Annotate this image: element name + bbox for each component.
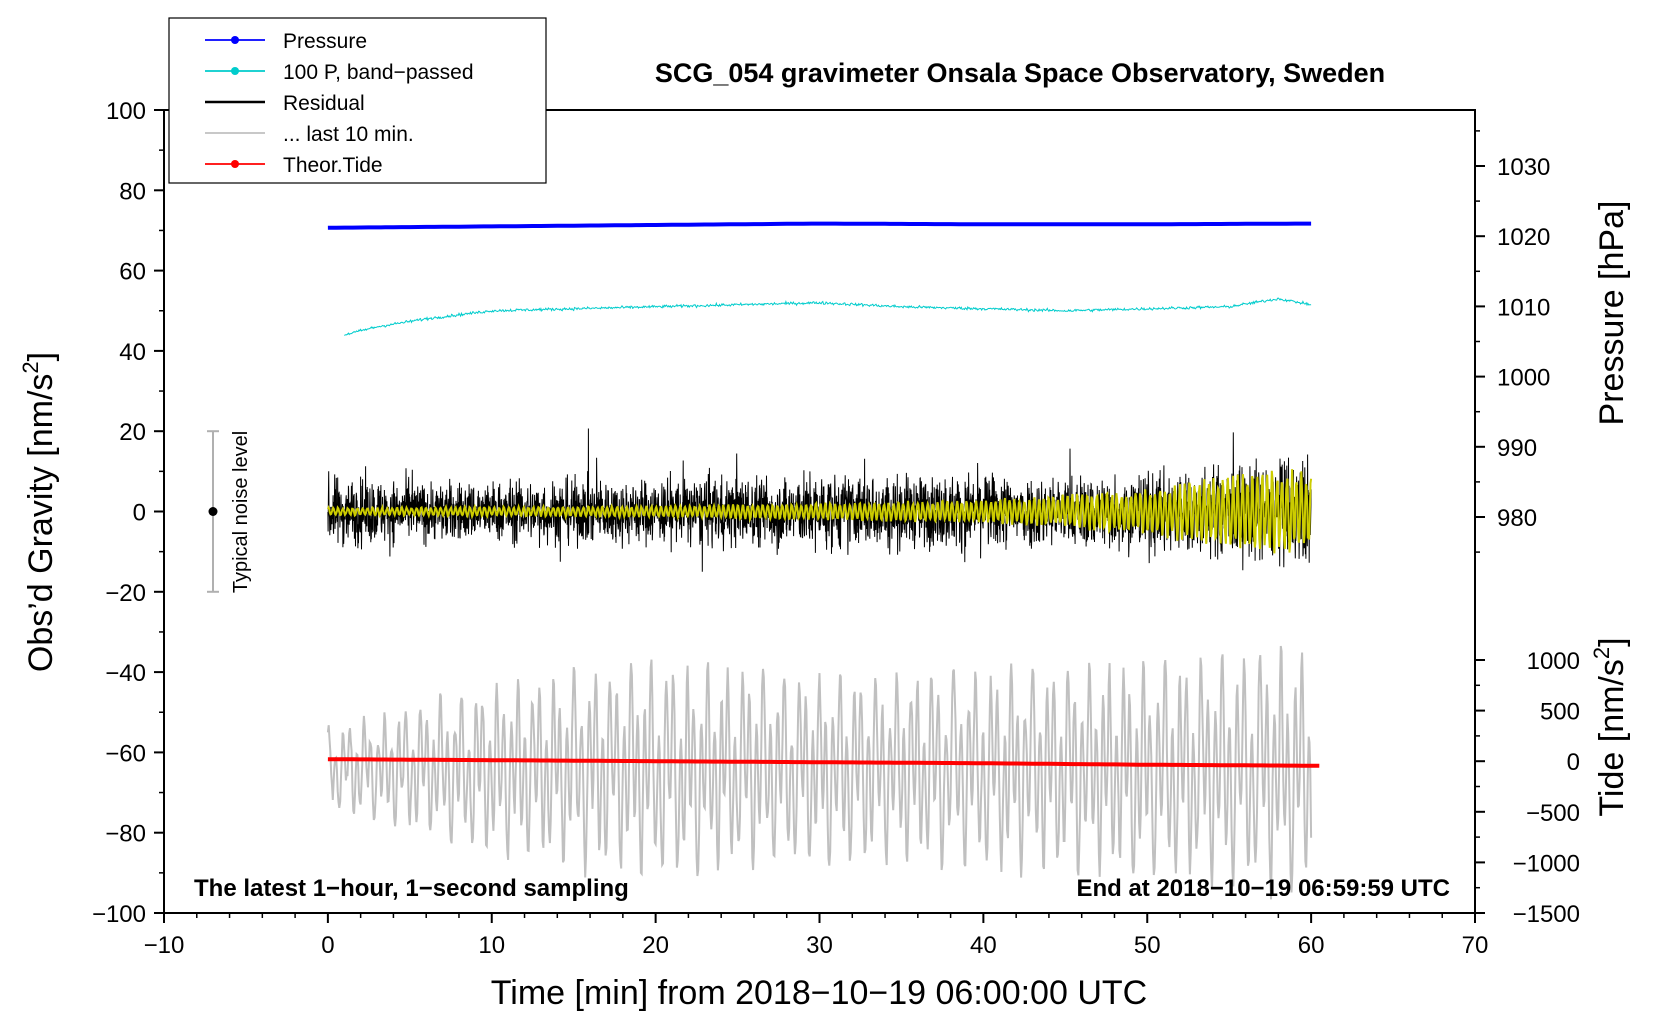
smoothed-residual-series	[326, 469, 1313, 554]
theoretical-tide-series	[327, 757, 1320, 768]
pressure-series	[327, 221, 1312, 230]
legend-marker	[231, 36, 239, 44]
legend-marker	[231, 67, 239, 75]
x-tick-label: 10	[478, 932, 505, 959]
tide-tick-label: 0	[1567, 749, 1580, 776]
x-tick-label: 0	[321, 932, 334, 959]
tide-tick-label: −500	[1526, 800, 1580, 827]
chart-title: SCG_054 gravimeter Onsala Space Observat…	[655, 58, 1385, 88]
y-tick-label: 80	[119, 178, 146, 205]
pressure-tick-label: 980	[1497, 505, 1537, 532]
x-tick-label: 20	[642, 932, 669, 959]
legend-label: Pressure	[283, 30, 367, 53]
x-tick-label: 50	[1134, 932, 1161, 959]
pressure-tick-label: 990	[1497, 435, 1537, 462]
pressure-tick-label: 1010	[1497, 294, 1550, 321]
bandpassed-pressure-series	[344, 297, 1312, 336]
x-axis: −10 0 10 20 30 40 50 60 70	[144, 913, 1489, 959]
y-axis-title-tide-end: ]	[1593, 637, 1631, 646]
last-10-min-line	[326, 645, 1313, 900]
annotation-right: End at 2018−10−19 06:59:59 UTC	[1076, 875, 1450, 902]
pressure-line	[327, 221, 1312, 230]
tide-tick-label: −1500	[1513, 901, 1580, 928]
pressure-tick-label: 1020	[1497, 224, 1550, 251]
x-tick-label: 40	[970, 932, 997, 959]
y-tick-label: −20	[105, 580, 146, 607]
y-axis-title-tide-sup: 2	[1589, 647, 1614, 659]
y-tick-label: −40	[105, 660, 146, 687]
y-tick-label: 0	[133, 500, 146, 527]
y-axis-tide: −1500 −1000 −500 0 500 1000	[1475, 648, 1580, 928]
x-tick-label: 70	[1462, 932, 1489, 959]
pressure-tick-label: 1000	[1497, 365, 1550, 392]
y-axis-title-gravity-sup: 2	[18, 361, 43, 373]
y-axis-title-tide: Tide [nm/s2]	[1589, 637, 1631, 816]
noise-level-label: Typical noise level	[230, 431, 252, 593]
y-axis-gravity: −100 −80 −60 −40 −20 0 20 40 60 80 100	[92, 98, 164, 928]
annotation-left: The latest 1−hour, 1−second sampling	[194, 875, 629, 902]
y-tick-label: 20	[119, 419, 146, 446]
y-tick-label: −80	[105, 821, 146, 848]
legend-box	[168, 17, 547, 184]
legend-label: Residual	[283, 92, 365, 115]
y-tick-label: 100	[106, 98, 146, 125]
y-tick-label: −60	[105, 740, 146, 767]
smoothed-residual-line	[326, 469, 1313, 554]
y-axis-pressure: 980 990 1000 1010 1020 1030	[1475, 130, 1550, 553]
legend-label: ... last 10 min.	[283, 123, 414, 146]
y-tick-label: −100	[92, 901, 146, 928]
y-tick-label: 60	[119, 259, 146, 286]
y-axis-title-pressure: Pressure [hPa]	[1593, 201, 1631, 426]
x-axis-title: Time [min] from 2018−10−19 06:00:00 UTC	[491, 974, 1147, 1012]
bandpassed-line	[344, 297, 1312, 336]
tide-tick-label: 500	[1540, 699, 1580, 726]
tide-tick-label: −1000	[1513, 850, 1580, 877]
x-tick-label: 60	[1298, 932, 1325, 959]
legend-marker	[231, 160, 239, 168]
legend-label: Theor.Tide	[283, 154, 383, 177]
y-tick-label: 40	[119, 339, 146, 366]
tide-line	[327, 757, 1320, 768]
x-tick-label: 30	[806, 932, 833, 959]
pressure-tick-label: 1030	[1497, 154, 1550, 181]
noise-level-dot	[208, 507, 218, 516]
legend-label: 100 P, band−passed	[283, 61, 474, 84]
x-tick-label: −10	[144, 932, 185, 959]
last-10-min-series	[326, 645, 1313, 900]
y-axis-title-gravity-end: ]	[22, 352, 60, 361]
y-axis-title-gravity: Obs’d Gravity [nm/s2]	[18, 352, 60, 672]
tide-tick-label: 1000	[1527, 648, 1580, 675]
noise-level-marker: Typical noise level	[207, 430, 252, 593]
legend: Pressure 100 P, band−passed Residual ... la…	[168, 17, 547, 184]
